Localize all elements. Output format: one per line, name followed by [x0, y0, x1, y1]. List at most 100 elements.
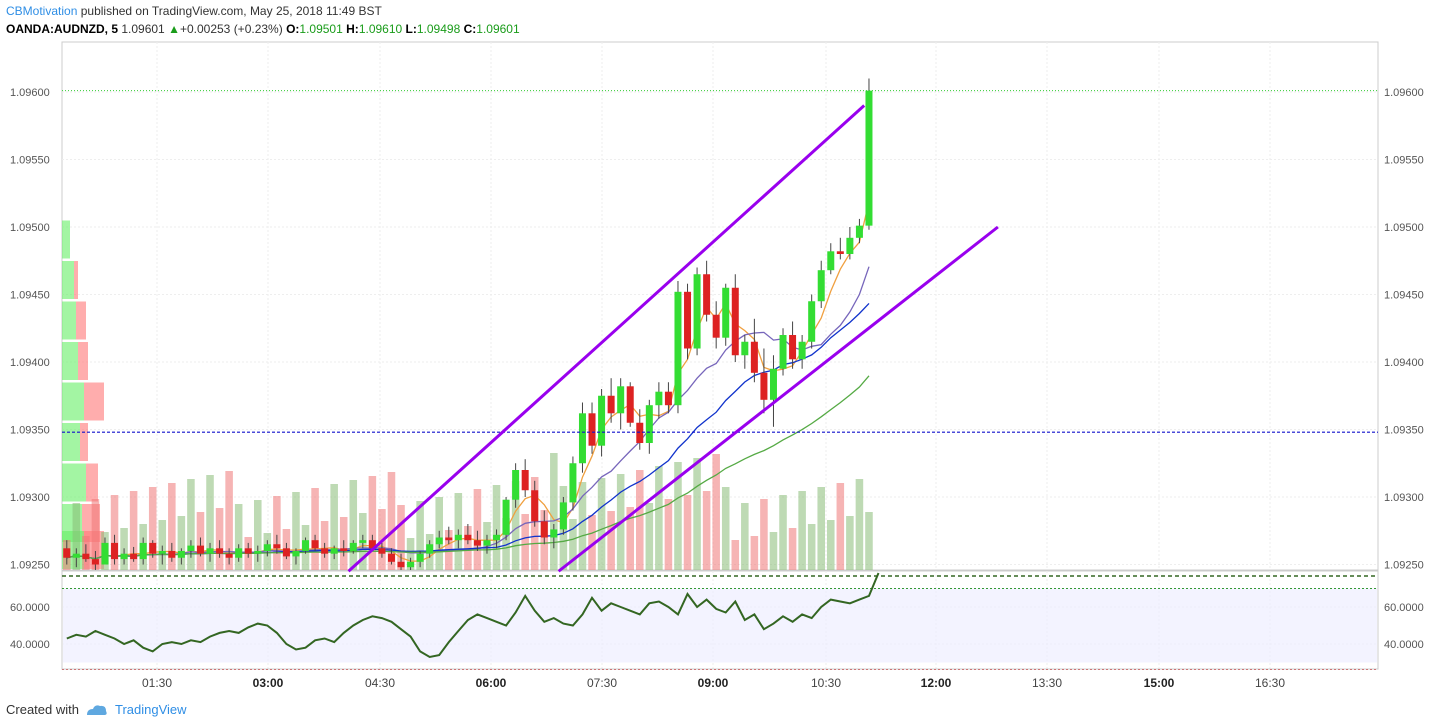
candle-up — [550, 529, 558, 538]
profile-down-bar — [74, 261, 78, 299]
candle-down — [216, 548, 224, 554]
tradingview-link[interactable]: TradingView — [114, 702, 187, 717]
drawing-lines[interactable] — [62, 90, 1378, 573]
candle-up — [559, 502, 567, 530]
volume-bar — [626, 507, 634, 570]
price-label-left: 1.09600 — [10, 87, 50, 99]
candle-up — [598, 395, 606, 446]
candle-up — [120, 553, 128, 560]
candle-up — [454, 534, 462, 541]
candle-up — [817, 270, 825, 302]
publish-text: published on TradingView.com, May 25, 20… — [80, 4, 382, 18]
candle-down — [378, 548, 386, 554]
volume-bar — [215, 508, 224, 570]
volume-bar — [168, 483, 176, 570]
volume-bar — [416, 501, 424, 570]
time-axis[interactable]: 01:30 03:00 04:30 06:00 07:30 09:00 10:30 12:00… — [62, 668, 1378, 690]
price-label-right: 1.09350 — [1384, 425, 1424, 437]
candle-up — [846, 237, 854, 254]
volume-bar — [798, 491, 806, 570]
volume-bar — [110, 495, 119, 570]
candle-down — [63, 548, 71, 558]
price-label-right: 1.09300 — [1384, 492, 1424, 504]
profile-down-bar — [84, 382, 104, 421]
candle-down — [760, 372, 768, 400]
symbol-name[interactable]: OANDA:AUDNZD — [6, 22, 105, 36]
price-label-left: 1.09350 — [10, 425, 50, 437]
candle-up — [645, 405, 653, 443]
volume-bar — [473, 489, 482, 570]
time-label: 01:30 — [142, 676, 172, 690]
candle-down — [368, 540, 376, 549]
candle-down — [464, 534, 472, 541]
volume-bar — [769, 532, 778, 570]
volume-bar — [569, 519, 577, 570]
volume-bar — [387, 472, 396, 570]
rsi-label-right: 40.0000 — [1384, 639, 1424, 651]
profile-down-bar — [76, 301, 86, 340]
volume-bar — [187, 479, 195, 570]
volume-bar — [855, 479, 864, 570]
profile-up-bar — [62, 220, 70, 259]
price-label-left: 1.09300 — [10, 492, 50, 504]
candle-up — [512, 470, 520, 500]
candle-down — [712, 314, 720, 338]
candle-down — [636, 422, 644, 443]
profile-up-bar — [62, 463, 86, 502]
volume-bar — [760, 499, 768, 570]
candle-up — [206, 548, 214, 554]
candle-up — [493, 534, 501, 541]
price-change: +0.00253 (+0.23%) — [179, 22, 283, 36]
high-value: 1.09610 — [358, 22, 403, 36]
candle-up — [779, 335, 787, 369]
candle-up — [617, 386, 625, 414]
candle-down — [521, 470, 529, 491]
candle-down — [82, 553, 90, 560]
volume-bar — [836, 483, 845, 570]
candle-down — [149, 542, 157, 554]
volume-bar — [741, 503, 749, 570]
rsi-band — [63, 588, 1377, 663]
low-label: L: — [405, 22, 417, 36]
volume-bar — [397, 505, 405, 570]
author-link[interactable]: CBMotivation — [6, 4, 78, 18]
candle-down — [111, 542, 119, 560]
candle-up — [330, 548, 338, 554]
candle-up — [483, 540, 491, 546]
profile-up-bar — [62, 342, 78, 380]
profile-up-bar — [62, 382, 84, 421]
candle-down — [703, 274, 711, 315]
volume-bar — [607, 511, 615, 570]
profile-down-bar — [80, 423, 88, 461]
volume-bar — [578, 482, 587, 570]
time-label: 10:30 — [811, 676, 841, 690]
candle-down — [445, 537, 453, 541]
candle-up — [292, 551, 300, 557]
volume-bar — [330, 484, 338, 570]
candle-down — [750, 341, 758, 373]
candle-up — [855, 225, 863, 238]
volume-bar — [225, 471, 233, 570]
close-label: C: — [463, 22, 477, 36]
candle-up — [578, 413, 586, 464]
main-pane[interactable] — [61, 41, 1379, 571]
volume-bar — [273, 496, 281, 570]
price-axis[interactable]: 1.09600 1.09600 1.09550 1.09550 1.09500 1.095… — [10, 87, 1424, 572]
candle-up — [741, 341, 749, 356]
candle-down — [684, 291, 692, 349]
candle-down — [540, 521, 548, 538]
time-label: 15:00 — [1144, 676, 1175, 690]
candle-up — [674, 291, 682, 406]
candle-up — [254, 551, 262, 554]
rsi-axis[interactable]: 60.0000 60.0000 40.0000 40.0000 — [10, 602, 1424, 651]
candle-up — [827, 251, 835, 271]
candle-down — [789, 335, 797, 360]
volume-bar — [750, 536, 759, 570]
price-label-left: 1.09400 — [10, 357, 50, 369]
interval-label: , 5 — [104, 22, 118, 36]
volume-bar — [292, 492, 300, 570]
candle-down — [225, 553, 233, 558]
created-with-text: Created with — [6, 702, 79, 717]
symbol-legend: OANDA:AUDNZD, 5 1.09601 ▲+0.00253 (+0.23… — [6, 22, 520, 36]
